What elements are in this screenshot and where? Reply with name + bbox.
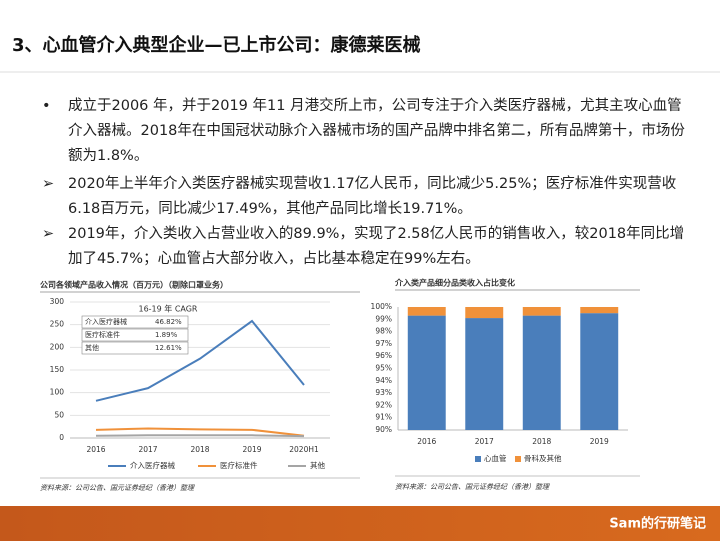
- legend-label: 心血管: [484, 453, 507, 463]
- footer-bar: [0, 506, 720, 541]
- bullet-text: 成立于2006 年，并于2019 年11 月港交所上市，公司专注于介入类医疗器械…: [68, 98, 685, 164]
- y-tick-label: 99%: [375, 314, 392, 323]
- table-cell: 1.89%: [155, 331, 178, 339]
- legend-label: 介入医疗器械: [130, 460, 175, 470]
- y-tick-label: 200: [50, 342, 65, 351]
- y-tick-label: 96%: [375, 351, 392, 360]
- legend-swatch: [475, 456, 481, 462]
- x-tick-label: 2017: [138, 445, 157, 454]
- legend-label: 医疗标准件: [220, 460, 258, 470]
- line-series: [95, 427, 305, 437]
- bullet-marker: •: [42, 98, 51, 114]
- y-tick-label: 92%: [375, 400, 392, 409]
- bar-segment: [522, 315, 561, 430]
- bar-segment: [465, 318, 504, 430]
- bullet-text: 2019年，介入类收入占营业收入的89.9%，实现了2.58亿人民币的销售收入，…: [68, 226, 685, 267]
- x-tick-label: 2016: [417, 437, 436, 446]
- bullet-marker: ➢: [42, 226, 55, 242]
- y-tick-label: 97%: [375, 339, 392, 348]
- line-series: [95, 319, 305, 402]
- line-series: [95, 434, 305, 438]
- table-cell: 46.82%: [155, 318, 182, 326]
- y-tick-label: 50: [54, 410, 64, 419]
- source-note: 资料来源：公司公告、国元证券经纪（香港）整理: [395, 483, 550, 491]
- x-tick-label: 2019: [242, 445, 261, 454]
- legend-label: 骨科及其他: [524, 453, 562, 463]
- bullet-text: 2020年上半年介入类医疗器械实现营收1.17亿人民币，同比减少5.25%；医疗…: [68, 176, 677, 217]
- table-cell: 医疗标准件: [85, 330, 120, 339]
- bar-segment: [407, 307, 446, 316]
- table-row: [81, 315, 189, 329]
- y-tick-label: 95%: [375, 364, 392, 373]
- bar-segment: [407, 315, 446, 430]
- bar-segment: [580, 313, 619, 430]
- bullet: ➢ 2019年，介入类收入占营业收入的89.9%，实现了2.58亿人民币的销售收入…: [42, 222, 692, 272]
- x-tick-label: 2016: [86, 445, 105, 454]
- x-tick-label: 2018: [532, 437, 551, 446]
- table-row: [81, 328, 189, 342]
- y-tick-label: 100: [50, 388, 65, 397]
- bullet: • 成立于2006 年，并于2019 年11 月港交所上市，公司专注于介入类医疗器…: [42, 94, 692, 169]
- y-tick-label: 93%: [375, 388, 392, 397]
- y-tick-label: 98%: [375, 327, 392, 336]
- y-tick-label: 91%: [375, 413, 392, 422]
- bar-segment: [465, 307, 504, 319]
- y-tick-label: 150: [50, 365, 65, 374]
- table-cell: 12.61%: [155, 344, 182, 352]
- bar-segment: [580, 307, 619, 314]
- table-title: 16-19 年 CAGR: [138, 304, 197, 314]
- source-note: 资料来源：公司公告、国元证券经纪（香港）整理: [40, 484, 195, 492]
- legend-swatch: [515, 456, 521, 462]
- legend-label: 其他: [310, 460, 325, 470]
- table-cell: 其他: [85, 343, 99, 352]
- bullet: ➢ 2020年上半年介入类医疗器械实现营收1.17亿人民币，同比减少5.25%；医…: [42, 172, 692, 222]
- footer-brand: Sam的行研笔记: [609, 516, 706, 532]
- y-tick-label: 250: [50, 320, 65, 329]
- y-tick-label: 90%: [375, 425, 392, 434]
- x-tick-label: 2020H1: [289, 445, 319, 454]
- y-tick-label: 0: [59, 433, 64, 442]
- chart-title: 介入类产品细分品类收入占比变化: [394, 278, 515, 288]
- x-tick-label: 2019: [590, 437, 609, 446]
- chart-title: 公司各领域产品收入情况（百万元）（剔除口罩业务）: [40, 280, 228, 290]
- y-tick-label: 300: [50, 297, 65, 306]
- slide-title: 3、心血管介入典型企业—已上市公司：康德莱医械: [12, 34, 421, 56]
- y-tick-label: 94%: [375, 376, 392, 385]
- bullet-marker: ➢: [42, 176, 55, 192]
- bar-segment: [522, 307, 561, 316]
- x-tick-label: 2017: [475, 437, 494, 446]
- x-tick-label: 2018: [190, 445, 209, 454]
- y-tick-label: 100%: [371, 302, 392, 311]
- table-row: [81, 341, 189, 355]
- table-cell: 介入医疗器械: [85, 317, 127, 326]
